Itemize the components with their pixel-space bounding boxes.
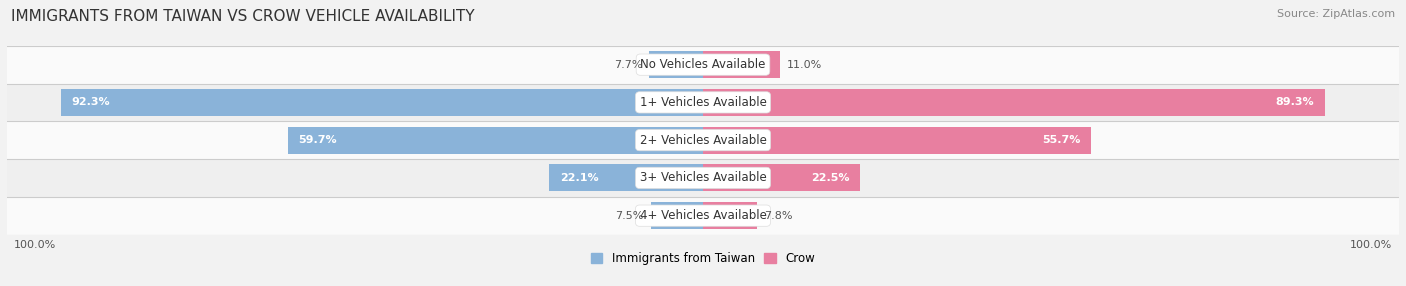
Bar	[550, 164, 703, 192]
Legend: Immigrants from Taiwan, Crow: Immigrants from Taiwan, Crow	[586, 248, 820, 270]
Bar	[703, 164, 859, 192]
Text: 22.5%: 22.5%	[811, 173, 849, 183]
Bar	[650, 51, 703, 78]
Bar	[7, 46, 1399, 84]
Text: 7.5%: 7.5%	[616, 211, 644, 221]
Bar	[703, 126, 1091, 154]
Bar	[651, 202, 703, 229]
Text: 92.3%: 92.3%	[72, 98, 110, 107]
Text: 55.7%: 55.7%	[1042, 135, 1080, 145]
Bar	[7, 159, 1399, 197]
Bar	[703, 51, 779, 78]
Bar	[7, 121, 1399, 159]
Text: 1+ Vehicles Available: 1+ Vehicles Available	[640, 96, 766, 109]
Text: 89.3%: 89.3%	[1275, 98, 1315, 107]
Bar	[7, 197, 1399, 235]
Text: No Vehicles Available: No Vehicles Available	[640, 58, 766, 71]
Text: 100.0%: 100.0%	[14, 240, 56, 250]
Text: 7.7%: 7.7%	[614, 60, 643, 69]
Text: IMMIGRANTS FROM TAIWAN VS CROW VEHICLE AVAILABILITY: IMMIGRANTS FROM TAIWAN VS CROW VEHICLE A…	[11, 9, 475, 23]
Text: 100.0%: 100.0%	[1350, 240, 1392, 250]
Text: 59.7%: 59.7%	[298, 135, 336, 145]
Text: Source: ZipAtlas.com: Source: ZipAtlas.com	[1277, 9, 1395, 19]
Text: 2+ Vehicles Available: 2+ Vehicles Available	[640, 134, 766, 147]
Text: 3+ Vehicles Available: 3+ Vehicles Available	[640, 171, 766, 184]
Bar	[7, 84, 1399, 121]
Bar	[703, 202, 758, 229]
Text: 22.1%: 22.1%	[560, 173, 599, 183]
Text: 4+ Vehicles Available: 4+ Vehicles Available	[640, 209, 766, 222]
Bar	[287, 126, 703, 154]
Bar	[60, 89, 703, 116]
Text: 11.0%: 11.0%	[786, 60, 821, 69]
Text: 7.8%: 7.8%	[765, 211, 793, 221]
Bar	[703, 89, 1324, 116]
